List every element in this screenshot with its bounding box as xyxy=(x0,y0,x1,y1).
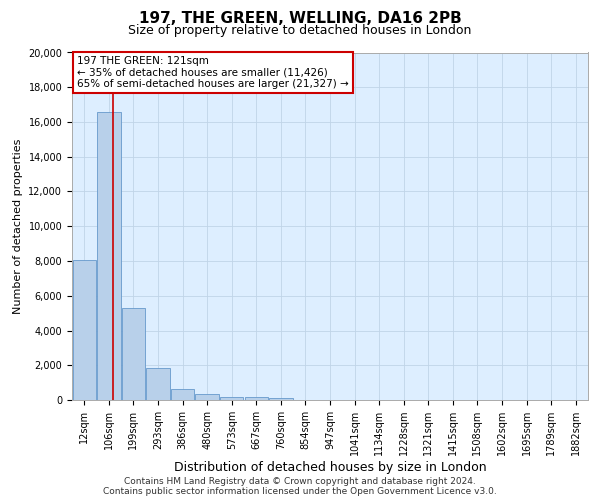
Bar xyxy=(122,308,145,400)
Bar xyxy=(245,397,268,400)
Bar xyxy=(146,368,170,400)
Bar xyxy=(97,112,121,400)
Y-axis label: Number of detached properties: Number of detached properties xyxy=(13,138,23,314)
Text: Contains HM Land Registry data © Crown copyright and database right 2024.
Contai: Contains HM Land Registry data © Crown c… xyxy=(103,476,497,496)
Bar xyxy=(171,388,194,400)
Bar xyxy=(196,394,219,400)
Text: 197 THE GREEN: 121sqm
← 35% of detached houses are smaller (11,426)
65% of semi-: 197 THE GREEN: 121sqm ← 35% of detached … xyxy=(77,56,349,89)
Bar xyxy=(269,398,293,400)
Text: 197, THE GREEN, WELLING, DA16 2PB: 197, THE GREEN, WELLING, DA16 2PB xyxy=(139,11,461,26)
Bar xyxy=(220,396,244,400)
X-axis label: Distribution of detached houses by size in London: Distribution of detached houses by size … xyxy=(173,461,487,474)
Text: Size of property relative to detached houses in London: Size of property relative to detached ho… xyxy=(128,24,472,37)
Bar xyxy=(73,260,96,400)
